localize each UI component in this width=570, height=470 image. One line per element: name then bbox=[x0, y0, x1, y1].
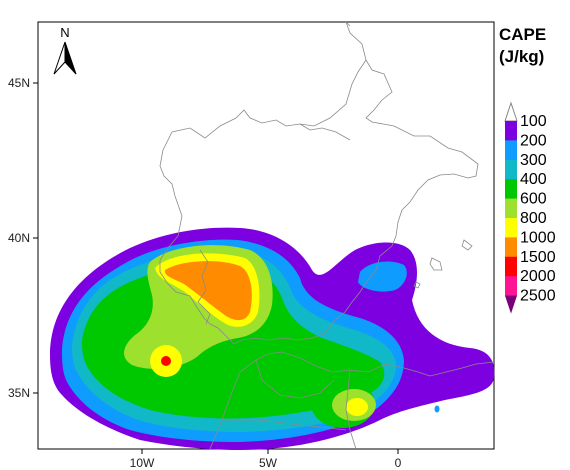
lat-tick-45n: 45N bbox=[8, 76, 30, 90]
coastline-north-africa bbox=[209, 351, 495, 450]
coastline-balearics bbox=[429, 257, 443, 271]
legend-swatch-300 bbox=[505, 159, 517, 180]
north-arrow-icon: N bbox=[53, 25, 77, 75]
border-portugal-spain bbox=[197, 249, 211, 325]
legend-label-2500: 2500 bbox=[520, 288, 556, 305]
border-inner-line bbox=[255, 359, 335, 399]
legend-labels: 100 200 300 400 600 800 1000 1500 2000 2500 bbox=[520, 113, 556, 305]
cape-contour-200-dot bbox=[434, 405, 440, 413]
legend-label-100: 100 bbox=[520, 113, 547, 130]
legend-label-1000: 1000 bbox=[520, 229, 556, 246]
lon-tick-0: 0 bbox=[395, 456, 402, 470]
cape-contour-1500 bbox=[161, 356, 171, 366]
border-morocco-south bbox=[222, 419, 347, 431]
legend-title-line1: CAPE bbox=[499, 25, 546, 44]
legend-swatch-200 bbox=[505, 140, 517, 161]
legend-swatch-600 bbox=[505, 198, 517, 219]
cape-contour-800-east bbox=[346, 398, 368, 416]
north-arrow-label: N bbox=[60, 25, 69, 40]
legend-label-400: 400 bbox=[520, 171, 547, 188]
cape-contours bbox=[50, 227, 495, 450]
legend-title-line2: (J/kg) bbox=[499, 47, 544, 66]
legend-swatch-100 bbox=[505, 121, 517, 141]
lat-tick-40n: 40N bbox=[8, 231, 30, 245]
legend-swatch-2000 bbox=[505, 276, 517, 297]
axis-ticks bbox=[33, 82, 399, 454]
legend-over-triangle bbox=[505, 295, 517, 314]
legend-label-800: 800 bbox=[520, 210, 547, 227]
cape-contour-200-east bbox=[358, 261, 407, 292]
legend-label-300: 300 bbox=[520, 152, 547, 169]
coastlines bbox=[159, 21, 495, 450]
legend-under-triangle bbox=[504, 101, 518, 122]
lon-tick-10w: 10W bbox=[130, 456, 155, 470]
legend-label-2000: 2000 bbox=[520, 268, 556, 285]
cape-contour-1000 bbox=[164, 261, 252, 321]
legend-swatch-1000 bbox=[505, 237, 517, 258]
legend-swatch-400 bbox=[505, 179, 517, 200]
legend: CAPE (J/kg) 100 200 300 400 600 800 1000 1500 20… bbox=[499, 25, 556, 314]
border-france-spain bbox=[299, 123, 351, 141]
coastline-ibiza bbox=[413, 281, 421, 289]
coastline-iberia-france bbox=[159, 21, 479, 345]
border-morocco-algeria bbox=[345, 369, 357, 450]
legend-label-600: 600 bbox=[520, 191, 547, 208]
legend-swatch-800 bbox=[505, 218, 517, 238]
legend-label-1500: 1500 bbox=[520, 249, 556, 266]
legend-colorbar bbox=[504, 101, 518, 314]
lon-tick-5w: 5W bbox=[259, 456, 278, 470]
lat-tick-35n: 35N bbox=[8, 386, 30, 400]
legend-label-200: 200 bbox=[520, 132, 547, 149]
coastline-balearics-east bbox=[461, 239, 473, 251]
legend-swatch-1500 bbox=[505, 256, 517, 277]
border-north-small bbox=[345, 21, 351, 27]
